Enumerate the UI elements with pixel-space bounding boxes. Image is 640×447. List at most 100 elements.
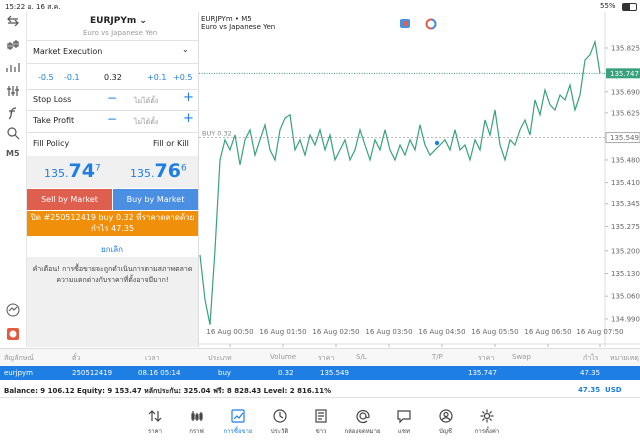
- tab-label[interactable]: แชท: [398, 428, 410, 435]
- table-header-cell: ประเภท: [208, 354, 232, 362]
- position-open-price[interactable]: 135.549: [320, 369, 349, 377]
- tab-icon[interactable]: [189, 408, 205, 424]
- table-header-cell: S/L: [356, 353, 367, 361]
- tab-icon[interactable]: [272, 408, 288, 424]
- timeframe[interactable]: M5: [6, 149, 20, 158]
- position-time[interactable]: 08.16 05:14: [138, 369, 181, 377]
- tab-icon[interactable]: [355, 408, 371, 424]
- tab-label[interactable]: กล่องจดหมาย: [344, 428, 381, 435]
- plus-button[interactable]: +: [183, 90, 194, 105]
- sidebar-icons[interactable]: [5, 14, 21, 164]
- x-tick-label: 16 Aug 06:50: [524, 328, 571, 336]
- table-header-cell: ราคา: [318, 354, 335, 362]
- volume-step[interactable]: +0.5: [173, 73, 193, 82]
- price-line: [199, 39, 601, 325]
- x-tick-label: 16 Aug 07:50: [576, 328, 623, 336]
- symbol-description: Euro vs Japanese Yen: [83, 29, 158, 37]
- y-tick-label: 135.130: [611, 270, 640, 278]
- position-line-text: BUY 0.32: [202, 130, 232, 138]
- ask-price-point: 6: [180, 163, 187, 174]
- position-symbol[interactable]: eurjpym: [4, 369, 33, 377]
- sell-button[interactable]: Sell by Market: [27, 189, 112, 210]
- position-current-price[interactable]: 135.747: [468, 369, 497, 377]
- y-tick-label: 135.345: [611, 200, 640, 208]
- ask-price: 135.766: [130, 160, 187, 182]
- tab-icon[interactable]: [438, 408, 454, 424]
- position-volume[interactable]: 0.32: [278, 369, 294, 377]
- cancel-button[interactable]: ยกเลิก: [101, 245, 124, 254]
- minus-button[interactable]: −: [107, 91, 118, 105]
- fill-policy-value[interactable]: Fill or Kill: [153, 139, 189, 148]
- tab-icon[interactable]: [147, 408, 163, 424]
- tab-label[interactable]: ประวัติ: [270, 428, 289, 435]
- tab-label[interactable]: ราคา: [148, 428, 162, 435]
- symbol-title[interactable]: EURJPYm ⌄: [90, 16, 147, 26]
- status-battery: 55%: [600, 2, 616, 10]
- chart-subtitle: Euro vs Japanese Yen: [201, 23, 276, 31]
- table-header-cell: หมายเหตุ: [610, 354, 639, 362]
- tab-icon[interactable]: [479, 408, 495, 424]
- take-profit-value[interactable]: ไม่ได้ตั้ง: [134, 118, 159, 126]
- tab-icon[interactable]: [396, 408, 412, 424]
- fill-policy-label: Fill Policy: [33, 139, 70, 148]
- warning-box: [27, 257, 198, 347]
- volume-step[interactable]: +0.1: [147, 73, 167, 82]
- ask-price-prefix: 135.: [130, 167, 155, 180]
- volume-step[interactable]: -0.1: [64, 73, 80, 82]
- currency: USD: [605, 386, 622, 394]
- table-header-cell: T/P: [432, 353, 443, 361]
- volume-step[interactable]: -0.5: [38, 73, 54, 82]
- y-tick-label: 134.990: [611, 315, 640, 323]
- position-profit[interactable]: 47.35: [580, 369, 601, 377]
- sidebar-bottom-icons[interactable]: [5, 302, 21, 342]
- position-price-box: [605, 132, 640, 144]
- warning-text: คำเตือน! การซื้อขายจะถูกดำเนินการตามสภาพ…: [32, 265, 193, 284]
- tab-label[interactable]: บัญชี: [439, 428, 452, 435]
- entry-marker: [434, 140, 440, 146]
- plus-button[interactable]: +: [183, 111, 194, 126]
- x-tick-label: 16 Aug 04:50: [418, 328, 465, 336]
- position-type[interactable]: buy: [218, 369, 232, 377]
- tab-label[interactable]: การซื้อขาย: [223, 428, 253, 435]
- bid-price: 135.747: [44, 160, 101, 182]
- y-tick-label: 135.275: [611, 223, 640, 231]
- tab-label[interactable]: กราฟ: [189, 428, 204, 435]
- close-position-button[interactable]: ปิด #250512419 buy 0.32 ที่ราคาตลาดด้วยก…: [27, 211, 198, 236]
- one-click-icons[interactable]: [400, 18, 440, 30]
- y-tick-label: 135.625: [611, 109, 640, 117]
- chart-title: EURJPYm • M5: [201, 15, 252, 23]
- order-panel: [27, 12, 199, 347]
- table-header-cell: เวลา: [145, 354, 160, 362]
- bid-price-big: 74: [68, 160, 95, 182]
- total-profit: 47.35 USD: [578, 386, 622, 394]
- tab-label[interactable]: ข่าว: [315, 428, 327, 435]
- y-tick-label: 135.480: [611, 156, 640, 164]
- table-header-cell: ตั๋ว: [72, 354, 81, 362]
- minus-button[interactable]: −: [107, 112, 118, 126]
- dropdown-arrow[interactable]: ⌄: [182, 45, 189, 54]
- stop-loss-value[interactable]: ไม่ได้ตั้ง: [134, 97, 159, 105]
- position-ticket[interactable]: 250512419: [72, 369, 113, 377]
- sidebar: [0, 12, 27, 347]
- price-box: [27, 156, 198, 188]
- symbol[interactable]: EURJPYm: [90, 16, 137, 26]
- y-tick-label: 135.825: [611, 45, 640, 53]
- tab-label[interactable]: การตั้งค่า: [474, 428, 500, 435]
- execution-type[interactable]: Market Execution: [33, 47, 103, 56]
- chart[interactable]: 135.825 135.690 135.625 135.480 135.410 135.3…: [199, 12, 640, 347]
- x-tick-label: 16 Aug 02:50: [312, 328, 359, 336]
- bid-price-prefix: 135.: [44, 167, 69, 180]
- position-row[interactable]: [0, 366, 640, 380]
- y-tick-label: 135.690: [611, 88, 640, 96]
- bid-price-point: 7: [94, 163, 101, 174]
- x-tick-label: 16 Aug 01:50: [259, 328, 306, 336]
- volume[interactable]: 0.32: [104, 73, 122, 82]
- account-summary: Balance: 9 106.12 Equity: 9 153.47 หลักป…: [4, 387, 332, 395]
- tab-icon[interactable]: [230, 408, 246, 424]
- table-header-cell: สัญลักษณ์: [4, 354, 34, 362]
- x-tick-label: 16 Aug 00:50: [206, 328, 253, 336]
- tab-icon[interactable]: [313, 408, 329, 424]
- table-header: [0, 348, 640, 367]
- buy-button[interactable]: Buy by Market: [113, 189, 198, 210]
